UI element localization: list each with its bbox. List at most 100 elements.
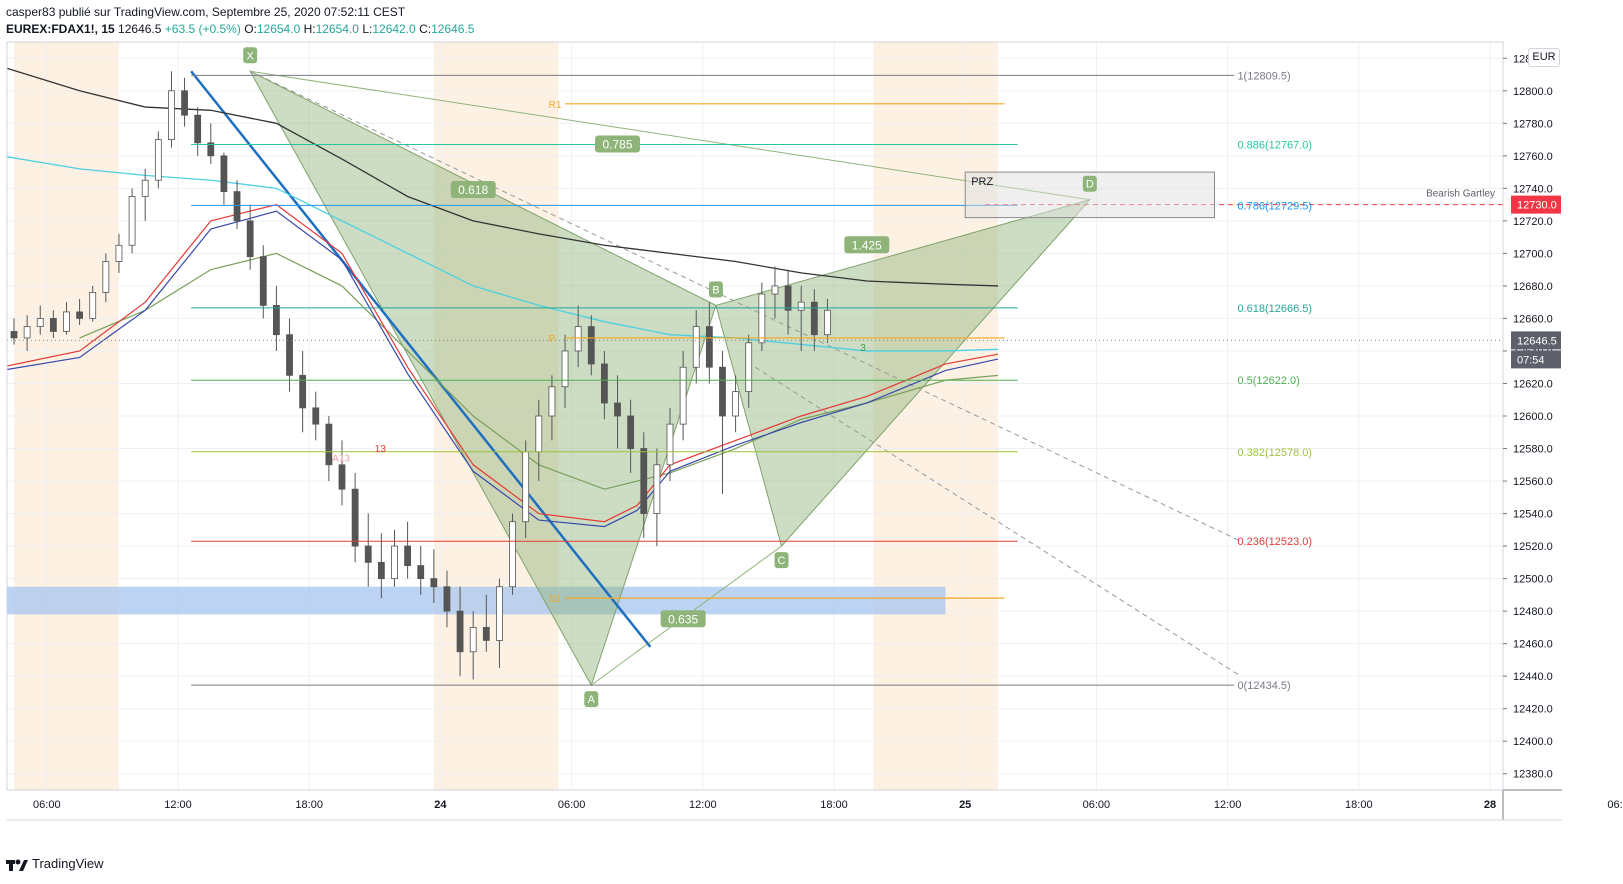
candle-body — [220, 155, 228, 192]
candle-body — [23, 326, 31, 339]
x-tick-label: 06:00 — [1083, 799, 1111, 811]
y-tick-label: 12600.0 — [1513, 411, 1553, 423]
ratio-label: 0.785 — [603, 137, 633, 151]
candle-body — [141, 179, 149, 197]
x-tick-label: 18:00 — [295, 799, 323, 811]
candle-body — [509, 521, 516, 588]
candle-body — [338, 464, 346, 490]
x-tick-label: 18:00 — [1345, 799, 1373, 811]
x-tick-label: 25 — [959, 799, 971, 811]
pivot-label: S1 — [549, 594, 562, 605]
candle-body — [587, 326, 595, 365]
ratio-badge-bg — [660, 610, 706, 628]
candle-body — [233, 191, 241, 222]
candle-body — [758, 293, 766, 344]
ma-red — [7, 203, 999, 523]
symbol-name[interactable]: EUREX:FDAX1!, 15 — [6, 22, 115, 36]
candle-body — [246, 220, 254, 258]
y-tick-label: 12380.0 — [1513, 769, 1553, 781]
candle-body — [614, 402, 621, 417]
high-value: 12654.0 — [315, 22, 359, 36]
candle-body — [207, 142, 215, 157]
candle-body — [482, 626, 490, 641]
fib-label: 0.382(12578.0) — [1237, 447, 1312, 459]
fib-label: 1(12809.5) — [1237, 70, 1290, 82]
low-value: 12642.0 — [372, 22, 416, 36]
y-tick-label: 12560.0 — [1513, 476, 1553, 488]
currency-button[interactable]: EUR — [1528, 48, 1560, 67]
ratio-badge-bg — [844, 236, 890, 254]
candle-body — [404, 545, 412, 567]
fib-label: 0(12434.5) — [1237, 680, 1290, 692]
fib-label: 0.886(12767.0) — [1237, 139, 1312, 151]
ratio-label: 0.618 — [458, 183, 488, 197]
candle-body — [548, 386, 556, 417]
trend-dashed-2 — [755, 366, 1241, 677]
candle-body — [745, 342, 753, 393]
high-label: H: — [303, 22, 316, 36]
candle-body — [154, 139, 162, 181]
y-tick-label: 12760.0 — [1513, 151, 1553, 163]
y-tick-label: 12580.0 — [1513, 444, 1553, 456]
trend-line — [190, 70, 652, 648]
point-label: X — [246, 50, 254, 62]
x-tick-label: 12:00 — [689, 799, 717, 811]
candle-body — [325, 423, 333, 466]
symbol-legend: EUREX:FDAX1!, 15 12646.5 +63.5 (+0.5%) O… — [6, 22, 474, 36]
y-tick-label: 12480.0 — [1513, 606, 1553, 618]
y-tick-label: 12660.0 — [1513, 313, 1553, 325]
candle-body — [469, 626, 477, 653]
x-tick-label: 28 — [1484, 799, 1496, 811]
y-tick-label: 12700.0 — [1513, 248, 1553, 260]
y-tick-label: 12780.0 — [1513, 118, 1553, 130]
ratio-badge: 0.635 — [660, 610, 706, 628]
y-tick-label: 12800.0 — [1513, 86, 1553, 98]
candle-body — [666, 423, 674, 466]
ratio-label: 1.425 — [852, 238, 882, 252]
y-tick-label: 12420.0 — [1513, 704, 1553, 716]
point-badge — [584, 691, 599, 708]
candle-body — [430, 578, 438, 588]
x-tick-label: 06:00 — [33, 799, 61, 811]
ratio-label: 0.635 — [668, 612, 698, 626]
candle-body — [824, 309, 831, 336]
candle-body — [10, 331, 18, 339]
x-tick-label: 12:00 — [164, 799, 192, 811]
fib-label: 0.618(12666.5) — [1237, 303, 1312, 315]
tradingview-logo[interactable]: TradingView — [6, 856, 104, 871]
candle-body — [705, 326, 713, 368]
y-tick-label: 12620.0 — [1513, 378, 1553, 390]
candle-body — [128, 196, 136, 246]
candle-body — [181, 90, 188, 116]
candle-body — [194, 114, 202, 144]
candle-body — [351, 488, 359, 547]
point-label: D — [1086, 179, 1094, 191]
ratio-badge-bg — [595, 135, 641, 153]
ratio-badge: 0.618 — [450, 180, 496, 198]
ratio-badge-bg — [450, 180, 496, 198]
y-tick-label: 12460.0 — [1513, 639, 1553, 651]
ratio-badge: 1.425 — [844, 236, 890, 254]
candle-body — [640, 448, 648, 514]
candle-body — [286, 334, 293, 376]
candle-body — [168, 90, 175, 140]
open-label: O: — [244, 22, 257, 36]
y-tick-label: 12500.0 — [1513, 574, 1553, 586]
y-tick-label: 12540.0 — [1513, 509, 1553, 521]
ratio-badge: 0.785 — [595, 135, 641, 153]
fib-label: 0.786(12729.5) — [1237, 200, 1312, 212]
y-tick-label: 12740.0 — [1513, 183, 1553, 195]
candle-body — [312, 407, 320, 425]
candle-body — [364, 545, 372, 563]
support-zone — [7, 586, 946, 615]
ma-200 — [7, 67, 999, 287]
chart-publish-info: casper83 publié sur TradingView.com, Sep… — [6, 5, 406, 19]
ma-blue — [7, 210, 999, 528]
plot-area: 0.618 0.785 1.425 0.635 — [7, 42, 1503, 790]
candle-body — [299, 374, 307, 409]
y-tick-label: 12720.0 — [1513, 216, 1553, 228]
fib-label: 0.5(12622.0) — [1237, 375, 1299, 387]
candle-body — [36, 318, 44, 327]
candle-body — [76, 311, 83, 319]
